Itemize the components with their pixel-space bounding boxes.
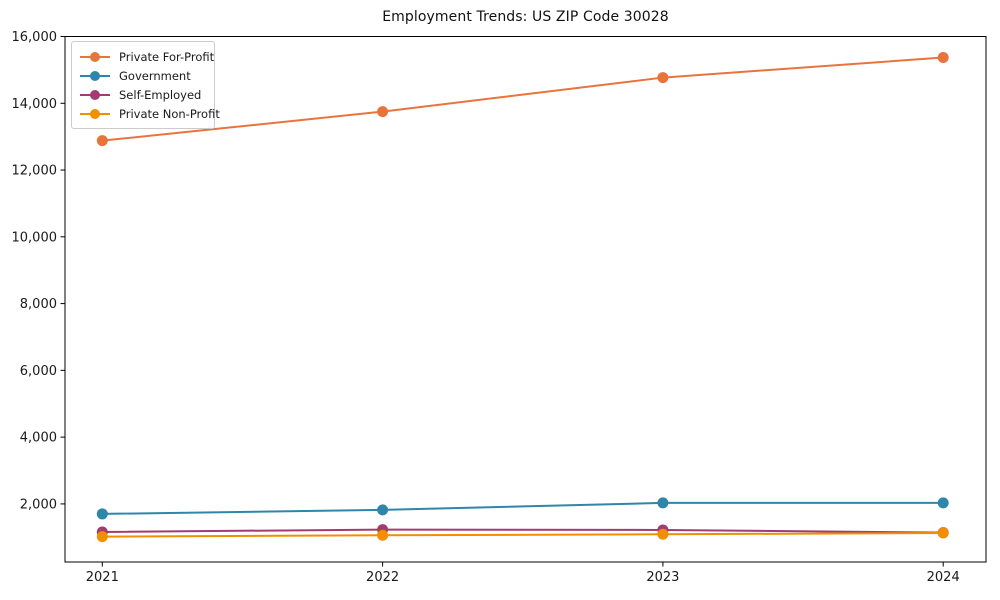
y-tick-label: 4,000 [20,431,57,446]
data-point-private-for-profit-2023 [657,72,669,84]
data-point-government-2023 [657,497,669,509]
chart-legend: Private For-Profit Government Self-Employe… [71,41,220,129]
y-tick-label: 2,000 [20,497,57,512]
chart-title: Employment Trends: US ZIP Code 30028 [382,9,669,25]
data-point-government-2022 [377,504,389,516]
legend-label: Self-Employed [119,87,202,102]
series-line-self-employed [102,528,944,534]
data-point-private-non-profit-2024 [937,527,949,539]
data-point-government-2021 [96,508,108,520]
series-line-private-non-profit [102,531,944,538]
legend-item-private-for-profit: Private For-Profit [72,48,214,65]
legend-item-private-non-profit: Private Non-Profit [72,105,220,122]
legend-label: Government [119,68,191,83]
legend-swatch-private-for-profit [80,51,110,62]
data-point-private-for-profit-2021 [96,135,108,147]
legend-swatch-self-employed [80,89,110,100]
series-line-government [102,501,944,515]
data-point-private-for-profit-2022 [377,106,389,118]
data-point-private-for-profit-2024 [937,52,949,64]
data-point-private-non-profit-2021 [96,531,108,543]
y-tick-label: 6,000 [20,364,57,379]
x-tick-label: 2022 [366,570,399,585]
legend-swatch-private-non-profit [80,108,110,119]
x-tick-label: 2023 [646,570,679,585]
y-tick-label: 12,000 [12,164,58,179]
y-tick-label: 14,000 [12,97,58,112]
legend-label: Private For-Profit [119,49,215,64]
data-point-private-non-profit-2022 [377,529,389,541]
legend-item-government: Government [72,67,214,84]
y-tick-label: 10,000 [12,230,58,245]
x-tick-label: 2021 [86,570,119,585]
y-tick-label: 8,000 [20,297,57,312]
y-tick-label: 16,000 [12,30,58,45]
x-tick-label: 2024 [927,570,960,585]
series-line-private-for-profit [102,56,944,142]
legend-item-self-employed: Self-Employed [72,86,214,103]
legend-label: Private Non-Profit [119,106,220,121]
data-point-government-2024 [937,497,949,509]
legend-swatch-government [80,70,110,81]
plot-border [64,36,987,563]
data-point-private-non-profit-2023 [657,528,669,540]
